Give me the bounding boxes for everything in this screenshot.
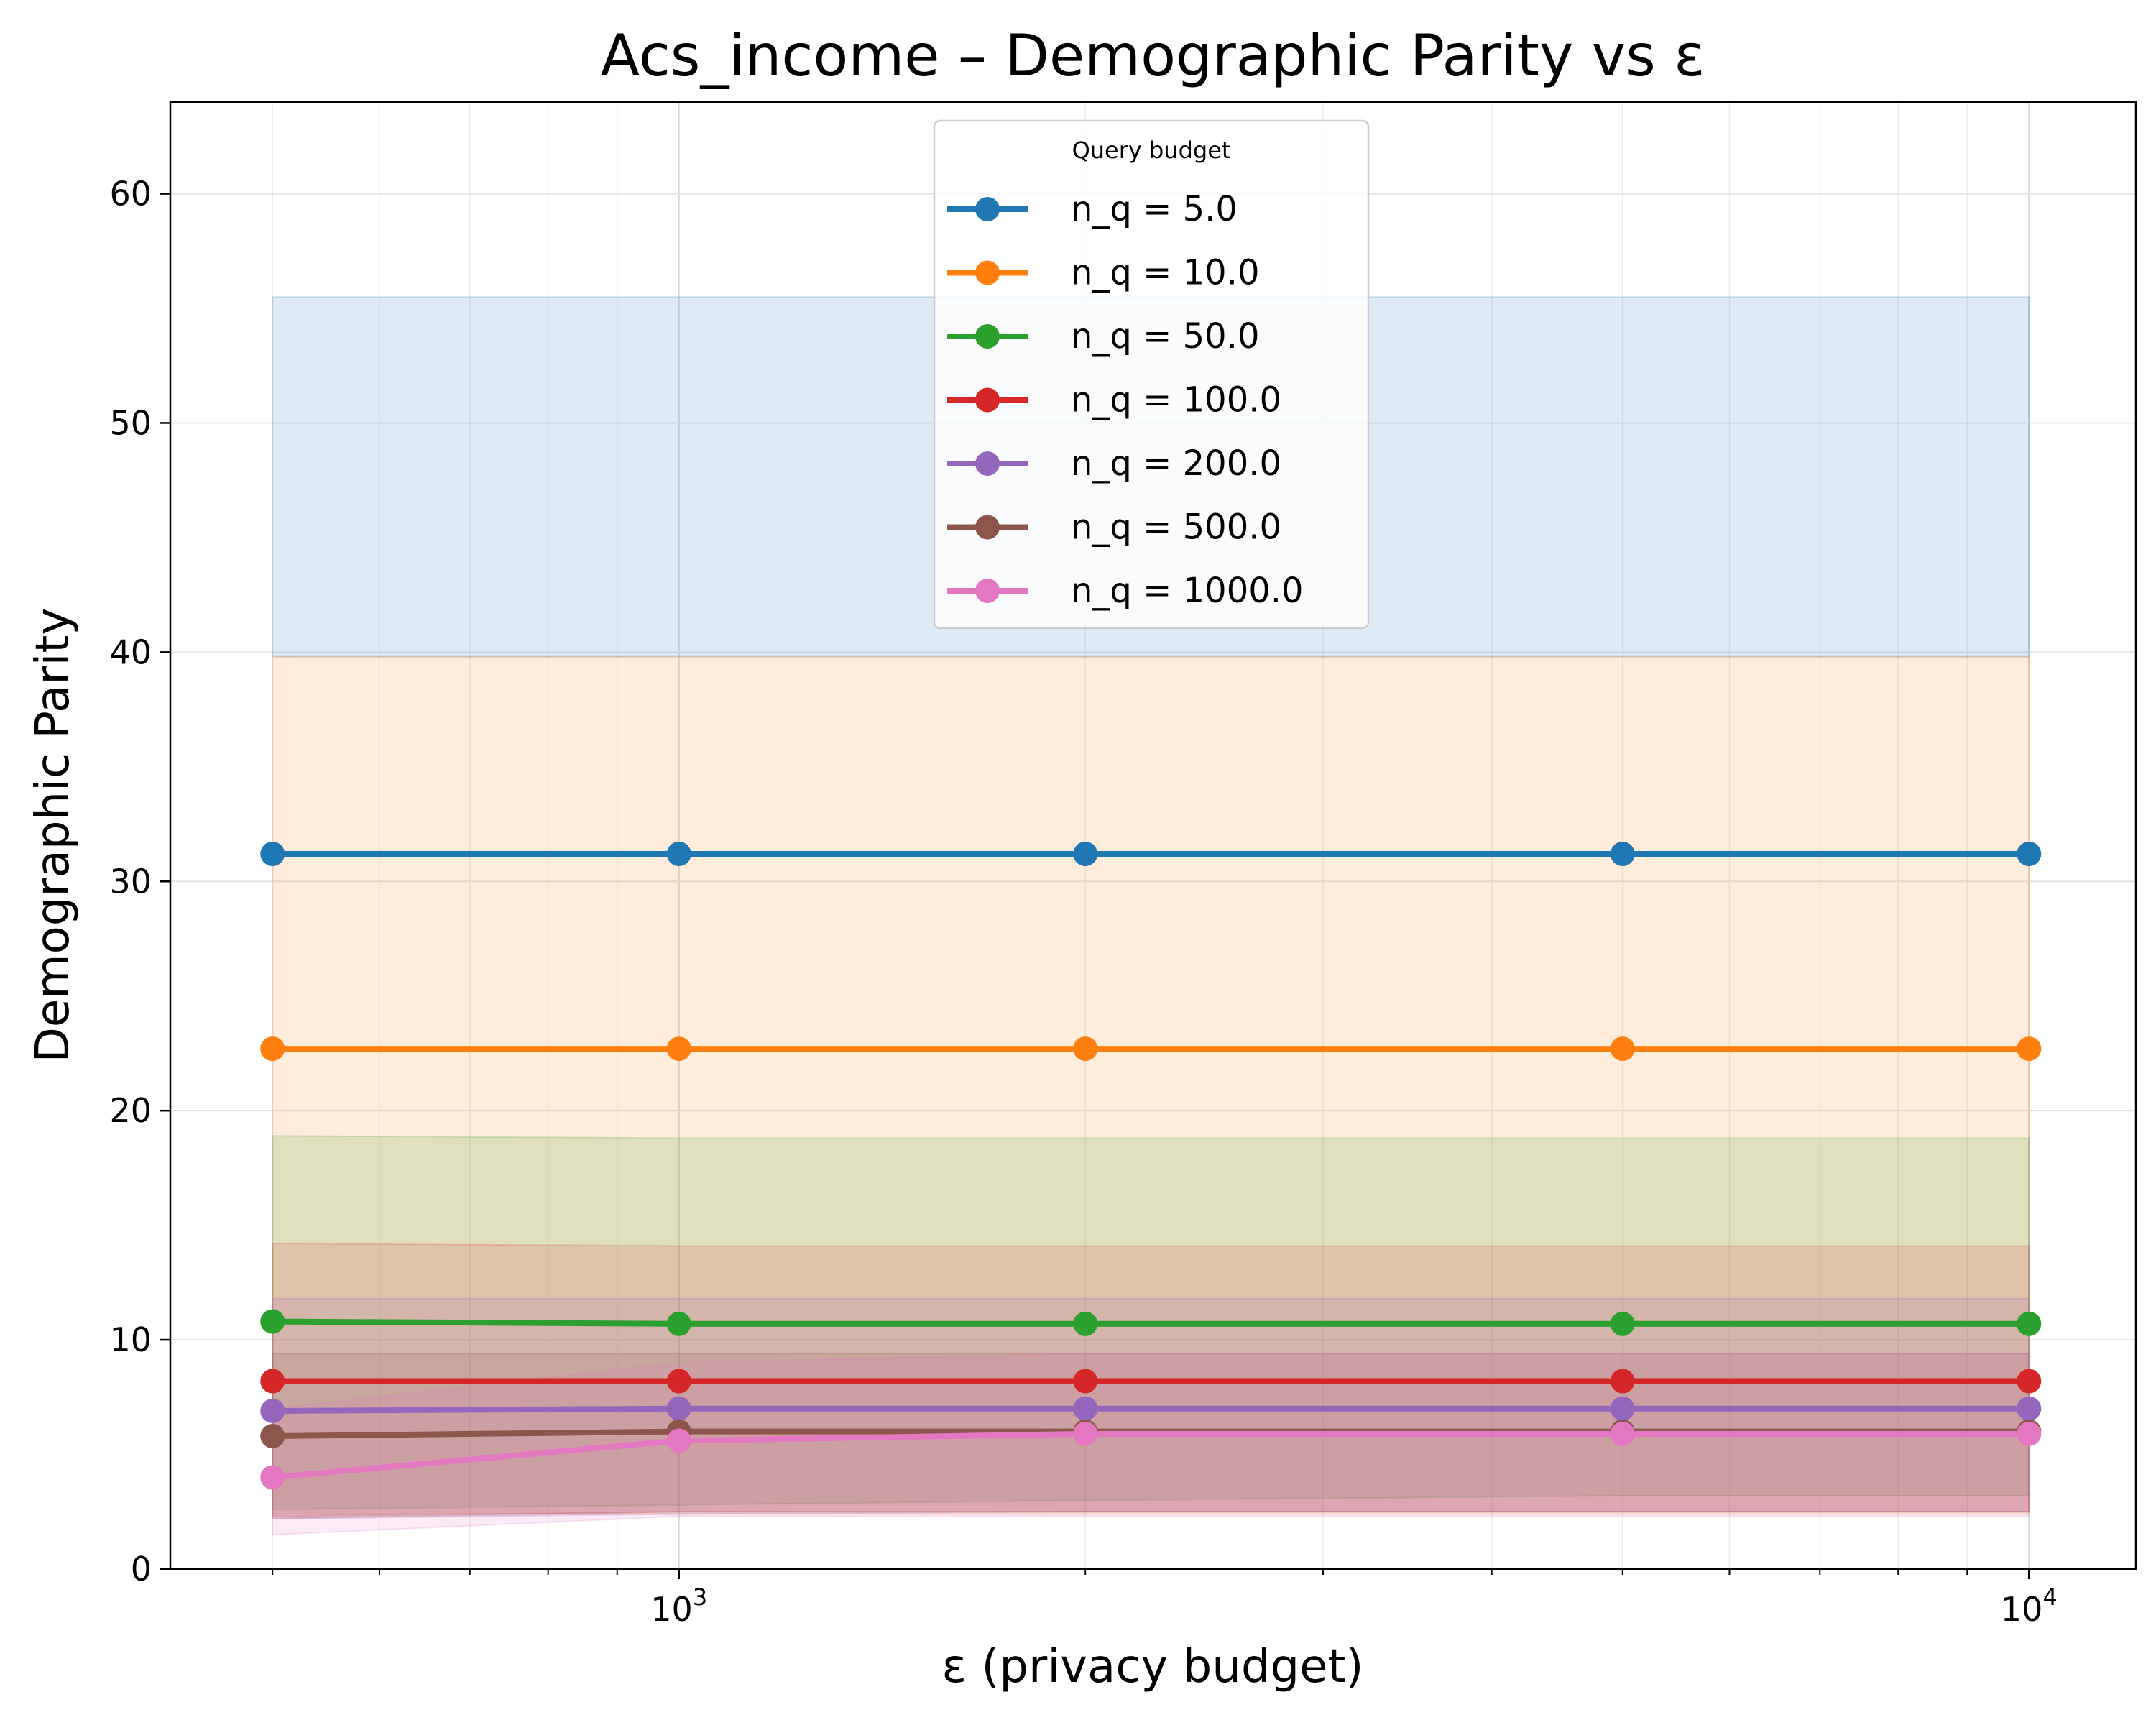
x-tick-label: 103 — [650, 1583, 707, 1629]
data-point — [666, 1428, 691, 1453]
chart-title: Acs_income – Demographic Parity vs ε — [601, 22, 1705, 89]
series-line — [272, 1318, 2030, 1327]
x-axis-label: ε (privacy budget) — [942, 1640, 1364, 1693]
data-point — [1610, 842, 1635, 867]
x-tick-label: 104 — [2001, 1583, 2058, 1629]
y-tick-label: 0 — [131, 1550, 152, 1588]
legend-marker — [975, 197, 1000, 221]
data-point — [1073, 1036, 1098, 1062]
y-tick-label: 50 — [109, 403, 152, 442]
legend-marker — [975, 515, 1000, 540]
data-point — [666, 842, 691, 867]
legend-label: n_q = 200.0 — [1071, 443, 1281, 484]
legend-label: n_q = 500.0 — [1071, 507, 1281, 548]
y-tick-label: 20 — [109, 1091, 152, 1130]
data-point — [260, 842, 285, 867]
legend-marker — [975, 260, 1000, 285]
y-tick-label: 60 — [109, 175, 152, 213]
data-point — [1073, 1368, 1098, 1394]
data-point — [260, 1398, 285, 1423]
data-point — [666, 1368, 691, 1394]
y-tick-label: 10 — [109, 1320, 152, 1359]
data-point — [1610, 1311, 1635, 1336]
legend-box — [933, 119, 1370, 630]
data-point — [260, 1309, 285, 1334]
legend-title: Query budget — [1072, 137, 1231, 164]
data-point — [666, 1311, 691, 1336]
legend-label: n_q = 100.0 — [1071, 380, 1281, 420]
confidence-band — [272, 656, 2030, 1515]
legend-marker — [975, 324, 1000, 349]
data-point — [260, 1368, 285, 1394]
data-point — [666, 1036, 691, 1062]
legend-label: n_q = 50.0 — [1071, 316, 1260, 356]
data-point — [2017, 842, 2042, 867]
data-point — [2017, 1036, 2042, 1062]
data-point — [260, 1424, 285, 1449]
data-point — [1073, 1396, 1098, 1421]
y-tick-label: 40 — [109, 632, 152, 671]
data-point — [1610, 1396, 1635, 1421]
legend: Query budget n_q = 5.0 n_q = 10.0 n_q = 50.… — [933, 119, 1370, 630]
data-point — [2017, 1368, 2042, 1394]
legend-label: n_q = 1000.0 — [1071, 571, 1304, 611]
series-markers — [260, 842, 2042, 1490]
y-axis-label: Demographic Parity — [27, 608, 80, 1063]
legend-marker — [975, 579, 1000, 603]
data-point — [2017, 1421, 2042, 1446]
data-point — [1610, 1368, 1635, 1394]
data-point — [1073, 1311, 1098, 1336]
legend-label: n_q = 5.0 — [1071, 189, 1238, 229]
data-point — [2017, 1311, 2042, 1336]
data-point — [1073, 1421, 1098, 1446]
data-point — [666, 1396, 691, 1421]
plot-area-frame — [169, 101, 2137, 1570]
data-point — [2017, 1396, 2042, 1421]
axis-ticks: 0 10 20 30 40 50 60 103 104 — [109, 175, 2057, 1629]
confidence-band — [272, 1353, 2030, 1536]
data-point — [260, 1465, 285, 1490]
y-tick-label: 30 — [109, 862, 152, 901]
data-point — [1610, 1036, 1635, 1062]
data-point — [1073, 842, 1098, 867]
data-point — [260, 1036, 285, 1062]
data-point — [1610, 1421, 1635, 1446]
legend-marker — [975, 451, 1000, 476]
legend-marker — [975, 387, 1000, 413]
legend-label: n_q = 10.0 — [1071, 253, 1260, 293]
series-line — [272, 1405, 2030, 1414]
